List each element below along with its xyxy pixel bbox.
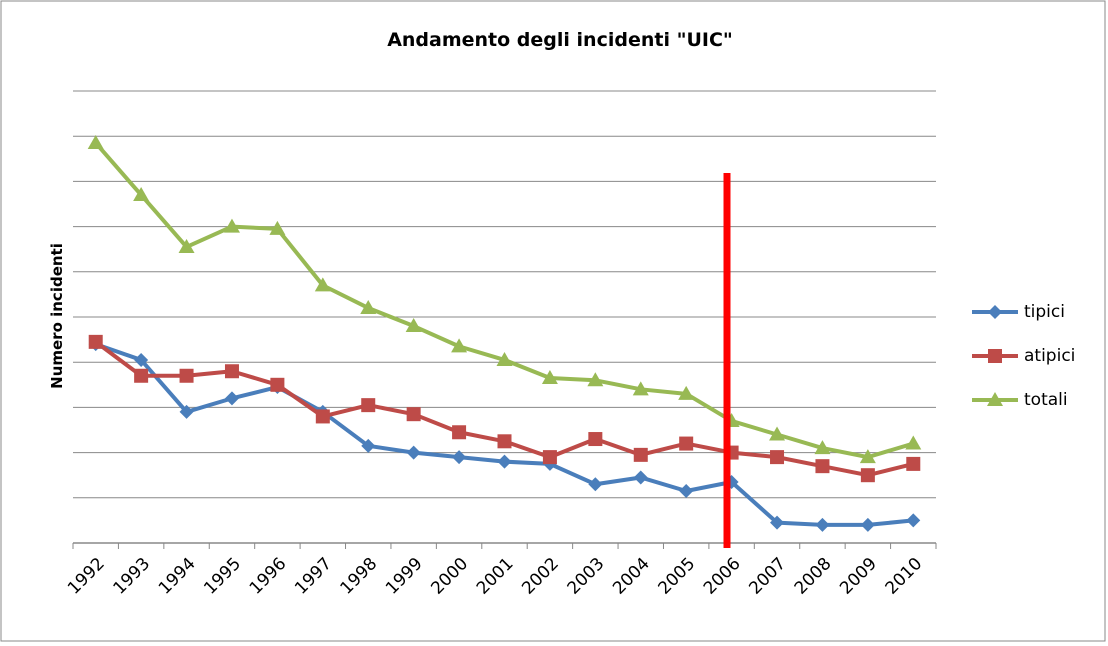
marker xyxy=(405,318,422,333)
marker xyxy=(860,468,875,483)
legend-label: totali xyxy=(1024,390,1068,410)
marker xyxy=(541,370,558,385)
marker xyxy=(406,407,421,422)
marker xyxy=(988,305,1002,319)
marker xyxy=(770,515,785,530)
marker xyxy=(588,477,603,492)
marker xyxy=(906,456,921,471)
marker xyxy=(134,368,149,383)
marker xyxy=(223,218,240,233)
series xyxy=(88,337,921,532)
series xyxy=(87,134,922,464)
marker xyxy=(859,449,876,464)
marker xyxy=(769,426,786,441)
marker xyxy=(633,470,648,485)
marker xyxy=(361,438,376,453)
marker xyxy=(270,377,285,392)
marker xyxy=(588,432,603,447)
marker xyxy=(906,513,921,528)
marker xyxy=(87,134,104,149)
marker xyxy=(496,351,513,366)
marker xyxy=(497,454,512,469)
marker xyxy=(88,334,103,349)
marker xyxy=(452,450,467,465)
marker xyxy=(179,404,194,419)
legend-label: atipici xyxy=(1024,346,1075,366)
marker xyxy=(542,450,557,465)
marker xyxy=(814,440,831,455)
marker xyxy=(988,349,1002,363)
marker xyxy=(679,484,694,499)
marker xyxy=(452,425,467,440)
marker xyxy=(451,338,468,353)
marker xyxy=(179,368,194,383)
marker xyxy=(361,398,376,413)
marker xyxy=(224,391,239,406)
marker xyxy=(314,277,331,292)
marker xyxy=(987,392,1003,406)
chart-title: Andamento degli incidenti "UIC" xyxy=(387,29,733,51)
marker xyxy=(815,459,830,474)
marker xyxy=(497,434,512,449)
marker xyxy=(360,299,377,314)
marker xyxy=(178,238,195,253)
marker xyxy=(315,409,330,424)
marker xyxy=(678,385,695,400)
marker xyxy=(133,186,150,201)
marker xyxy=(587,372,604,387)
marker xyxy=(632,381,649,396)
marker xyxy=(679,436,694,451)
marker xyxy=(815,517,830,532)
series xyxy=(88,334,921,483)
marker xyxy=(134,352,149,367)
marker xyxy=(860,517,875,532)
marker xyxy=(406,445,421,460)
marker xyxy=(905,435,922,450)
marker xyxy=(770,450,785,465)
y-axis-label: Numero incidenti xyxy=(48,243,66,389)
marker xyxy=(224,364,239,379)
marker xyxy=(269,220,286,235)
legend-label: tipici xyxy=(1024,302,1065,322)
marker xyxy=(633,447,648,462)
